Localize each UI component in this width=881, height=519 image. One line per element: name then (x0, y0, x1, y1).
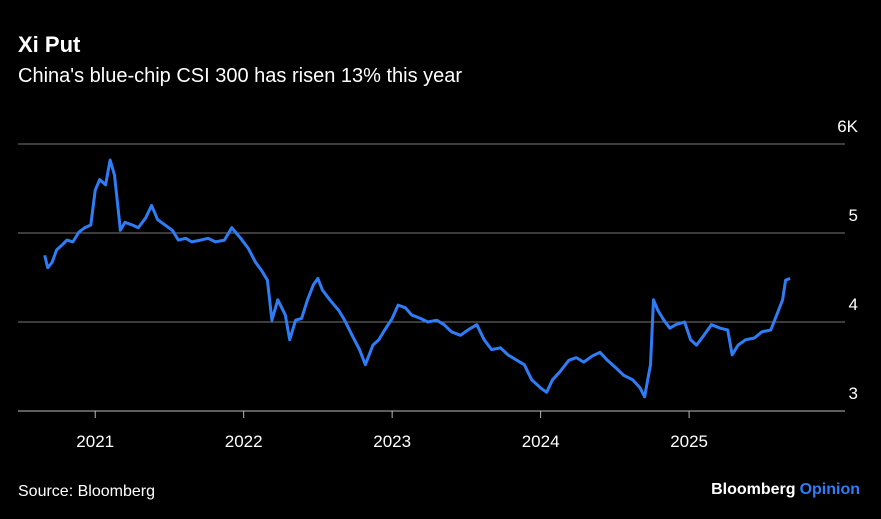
x-tick-label: 2024 (522, 432, 560, 451)
x-tick-label: 2022 (225, 432, 263, 451)
brand: Bloomberg Opinion (711, 481, 860, 498)
y-tick-label: 5 (849, 206, 858, 225)
chart-subtitle: China's blue-chip CSI 300 has risen 13% … (18, 65, 462, 87)
chart-title: Xi Put (18, 32, 81, 57)
x-tick-label: 2025 (670, 432, 708, 451)
brand-suffix: Opinion (800, 481, 860, 498)
brand-name: Bloomberg (711, 481, 795, 498)
y-tick-label: 6K (837, 117, 858, 136)
source: Source: Bloomberg (18, 483, 155, 500)
x-tick-label: 2021 (76, 432, 114, 451)
y-tick-label: 3 (849, 384, 858, 403)
y-tick-label: 4 (849, 295, 858, 314)
data-line (43, 158, 791, 399)
x-tick-label: 2023 (373, 432, 411, 451)
